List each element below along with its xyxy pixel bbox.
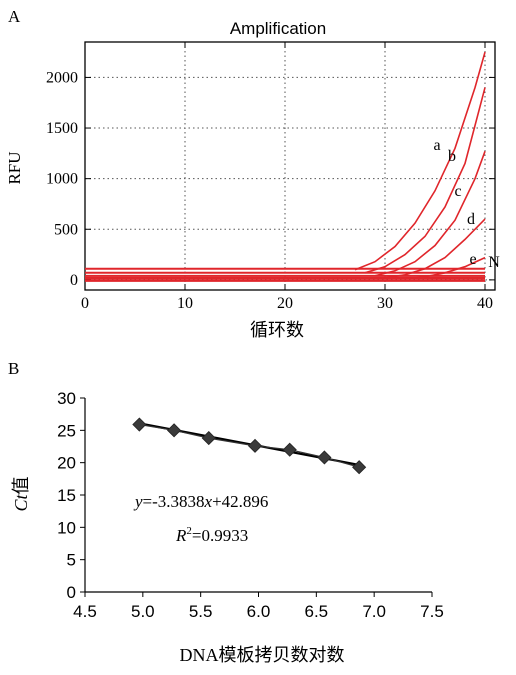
x-tick-label: 6.0 [247,602,271,621]
series-b-line [364,87,486,274]
chart-a-title: Amplification [230,19,326,38]
fit-equation: y=-3.3838x+42.896 [133,492,268,511]
x-tick-label: 0 [81,295,89,312]
fit-equation-part2: +42.896 [212,492,268,511]
r-squared-r: R [175,526,187,545]
x-tick-label: 20 [277,295,293,312]
x-tick-label: 7.0 [362,602,386,621]
data-point [166,423,182,438]
r-squared-sup: 2 [186,525,192,537]
series-c-line [374,151,486,277]
series-b-label: b [448,148,456,165]
chart-b-ylabel-plain: 值 [11,476,31,494]
y-tick-label: 500 [54,221,78,238]
y-tick-label: 2000 [46,69,78,86]
series-e-line [404,256,486,280]
y-tick-label: 0 [67,583,76,602]
panel-label-b: B [8,359,19,378]
series-c-label: c [454,183,461,200]
fit-equation-part1: =-3.3838 [143,492,205,511]
data-point [201,431,216,446]
panel-label-a: A [8,7,21,26]
y-tick-label: 10 [57,518,76,537]
y-tick-label: 5 [67,551,76,570]
chart-b-ylabel: Ct值 [11,476,31,511]
y-tick-label: 1000 [46,171,78,188]
x-tick-label: 6.5 [305,602,329,621]
y-tick-label: 25 [57,421,76,440]
data-point [247,438,263,453]
x-tick-label: 7.5 [420,602,444,621]
x-tick-label: 30 [377,295,393,312]
series-e-label: e [469,251,476,268]
y-tick-label: 15 [57,486,76,505]
chart-b-xlabel: DNA模板拷贝数对数 [180,645,345,665]
fit-equation-x: x [204,492,213,511]
data-point [282,442,297,457]
y-tick-label: 30 [57,389,76,408]
series-a-label: a [433,137,440,154]
data-point [317,450,332,465]
data-point [132,417,147,432]
chart-a: 0 10 20 30 40 0 500 1000 1500 2000 ab cd e N [46,41,500,312]
series-N-label: N [488,254,500,271]
chart-a-xlabel: 循环数 [250,320,304,340]
plot-frame [84,41,496,291]
x-tick-label: 5.0 [131,602,155,621]
y-tick-label: 1500 [46,120,78,137]
series-group [85,51,486,282]
series-d-label: d [467,211,475,228]
y-tick-label: 20 [57,454,76,473]
x-tick-label: 40 [477,295,493,312]
x-tick-label: 4.5 [73,602,97,621]
chart-b-ylabel-italic: Ct [11,494,31,512]
chart-b: 0 5 10 15 20 25 30 4.5 5.0 5.5 6.0 6.5 7.0 7.5 [57,389,444,621]
chart-a-ylabel: RFU [5,151,24,184]
fit-equation-y: y [133,492,143,511]
data-point [352,460,367,475]
series-a-line [354,51,486,271]
r-squared-value: =0.9933 [192,526,248,545]
x-tick-label: 10 [177,295,193,312]
r-squared: R2=0.9933 [175,525,248,545]
x-tick-label: 5.5 [189,602,213,621]
y-tick-label: 0 [70,272,78,289]
